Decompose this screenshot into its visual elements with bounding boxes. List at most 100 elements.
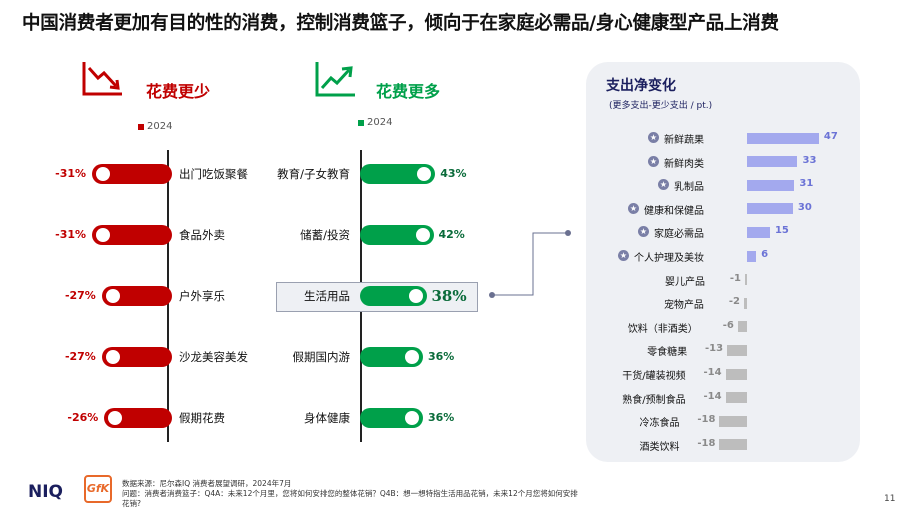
panel-category-label: 饮料（非酒类） bbox=[627, 323, 698, 335]
more-legend: 2024 bbox=[358, 112, 392, 131]
less-value-label: -31% bbox=[55, 167, 87, 180]
less-heading: 花费更少 bbox=[146, 82, 211, 101]
more-value-label: 42% bbox=[438, 228, 465, 241]
less-value-label: -27% bbox=[64, 289, 96, 302]
panel-value-label: -1 bbox=[729, 272, 741, 284]
panel-value-label: -6 bbox=[722, 319, 734, 331]
star-icon: ★ bbox=[638, 226, 649, 238]
panel-category-label: 酒类饮料 bbox=[639, 441, 680, 453]
panel-category-label: 婴儿产品 bbox=[665, 276, 705, 288]
panel-category-label: 宠物产品 bbox=[663, 300, 704, 312]
less-category-label: 食品外卖 bbox=[179, 228, 225, 242]
panel-value-label: -2 bbox=[728, 296, 740, 308]
page-title: 中国消费者更加有目的性的消费，控制消费篮子，倾向于在家庭必需品/身心健康型产品上… bbox=[22, 13, 779, 34]
panel-bar bbox=[747, 250, 757, 262]
panel-value-label: -14 bbox=[703, 390, 722, 402]
more-legend-label: 2024 bbox=[367, 117, 393, 128]
more-category-label: 生活用品 bbox=[304, 289, 350, 303]
star-icon: ★ bbox=[628, 202, 639, 214]
panel-value-label: -13 bbox=[705, 343, 724, 355]
trend-down-icon bbox=[82, 62, 122, 96]
panel-category-label: 干货/罐装视频 bbox=[622, 371, 686, 382]
more-category-label: 身体健康 bbox=[304, 411, 350, 425]
more-bar bbox=[360, 225, 434, 245]
star-icon: ★ bbox=[658, 179, 669, 191]
panel-title: 支出净变化 bbox=[606, 78, 676, 94]
panel-value-label: 6 bbox=[761, 249, 769, 260]
more-bar-knob bbox=[408, 289, 423, 303]
connector-line bbox=[489, 230, 571, 298]
less-bar-knob bbox=[96, 167, 111, 181]
panel-value-label: 30 bbox=[797, 201, 812, 213]
panel-value-label: 31 bbox=[799, 178, 814, 190]
less-value-label: -31% bbox=[55, 228, 87, 241]
less-legend: 2024 bbox=[138, 116, 172, 135]
less-legend-label: 2024 bbox=[147, 121, 173, 132]
footer-question: 问题：消费者消费篮子：Q4A：未来12个月里，您将如何安排您的整体花销？Q4B：… bbox=[122, 489, 578, 508]
niq-logo: NIQ bbox=[28, 482, 64, 502]
less-value-label: -26% bbox=[67, 411, 99, 424]
panel-bar bbox=[747, 179, 795, 191]
panel-category-label: 新鲜蔬果 bbox=[664, 135, 704, 146]
panel-category-label: 乳制品 bbox=[674, 182, 704, 194]
panel-category-label: 熟食/预制食品 bbox=[622, 394, 686, 406]
panel-bar bbox=[747, 226, 770, 238]
less-legend-swatch bbox=[138, 123, 144, 130]
more-value-label: 36% bbox=[428, 411, 455, 424]
panel-category-label: 家庭必需品 bbox=[654, 229, 704, 241]
panel-value-label: 33 bbox=[802, 154, 817, 166]
panel-bar bbox=[727, 344, 747, 356]
less-category-label: 户外享乐 bbox=[179, 289, 225, 303]
panel-category-label: 零食糖果 bbox=[647, 347, 688, 359]
more-value-label: 38% bbox=[431, 287, 467, 305]
panel-value-label: -18 bbox=[697, 414, 716, 426]
panel-category-label: 新鲜肉类 bbox=[664, 158, 704, 170]
trend-up-icon bbox=[315, 62, 355, 97]
panel-subtitle: (更多支出-更少支出 / pt.) bbox=[609, 101, 713, 111]
more-legend-swatch bbox=[358, 119, 364, 126]
panel-bar bbox=[747, 156, 798, 168]
more-bar-knob bbox=[405, 411, 419, 425]
more-category-label: 教育/子女教育 bbox=[277, 167, 350, 181]
more-heading: 花费更多 bbox=[376, 82, 441, 101]
less-category-label: 假期花费 bbox=[179, 411, 225, 425]
net-change-panel bbox=[586, 62, 860, 462]
less-category-label: 出门吃饭聚餐 bbox=[179, 167, 248, 181]
less-bar bbox=[92, 225, 172, 245]
panel-category-label: 冷冻食品 bbox=[639, 418, 680, 430]
less-bar-knob bbox=[105, 289, 120, 303]
panel-bar bbox=[745, 274, 747, 286]
star-icon: ★ bbox=[618, 250, 629, 261]
more-bar-knob bbox=[417, 167, 432, 181]
star-icon: ★ bbox=[648, 155, 659, 167]
panel-value-label: -14 bbox=[703, 367, 722, 378]
more-bar bbox=[360, 164, 436, 184]
less-category-label: 沙龙美容美发 bbox=[179, 350, 248, 364]
less-bar bbox=[104, 408, 172, 428]
panel-bar bbox=[725, 368, 747, 380]
less-bar bbox=[101, 347, 172, 367]
less-bar-knob bbox=[108, 411, 123, 425]
panel-category-label: 个人护理及美妆 bbox=[634, 253, 704, 264]
gfk-logo: GfK bbox=[84, 475, 112, 503]
panel-bar bbox=[737, 321, 747, 333]
more-value-label: 36% bbox=[428, 350, 455, 363]
page-number: 11 bbox=[884, 494, 896, 504]
less-bar bbox=[92, 164, 172, 184]
panel-bar bbox=[719, 415, 747, 427]
less-bar-knob bbox=[96, 228, 111, 242]
more-bar-knob bbox=[415, 228, 430, 242]
less-bar bbox=[101, 286, 172, 306]
panel-value-label: 47 bbox=[823, 131, 838, 142]
less-value-label: -27% bbox=[64, 350, 96, 363]
more-bar-knob bbox=[405, 350, 419, 364]
panel-value-label: 15 bbox=[774, 225, 789, 237]
panel-category-label: 健康和保健品 bbox=[644, 205, 704, 217]
more-category-label: 假期国内游 bbox=[292, 350, 351, 364]
panel-value-label: -18 bbox=[697, 437, 716, 449]
less-bar-knob bbox=[105, 350, 120, 364]
footer-source: 数据来源：尼尔森IQ 消费者展望调研，2024年7月 bbox=[122, 479, 292, 488]
star-icon: ★ bbox=[648, 132, 659, 143]
more-value-label: 43% bbox=[440, 167, 467, 180]
panel-bar bbox=[743, 297, 747, 309]
